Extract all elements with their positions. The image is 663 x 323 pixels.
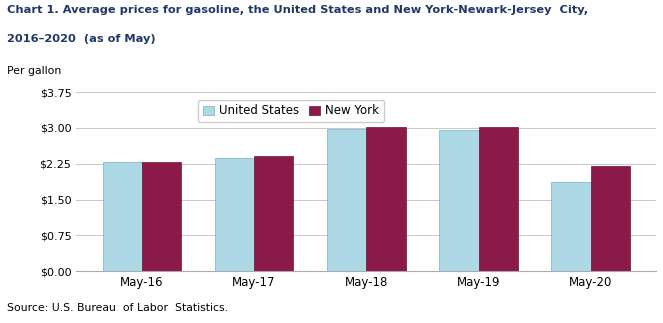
Bar: [142, 162, 181, 271]
Text: Source: U.S. Bureau  of Labor  Statistics.: Source: U.S. Bureau of Labor Statistics.: [7, 303, 227, 313]
Legend: United States, New York: United States, New York: [198, 100, 384, 122]
Bar: [254, 156, 293, 271]
Bar: [479, 128, 518, 271]
Bar: [591, 166, 630, 271]
Bar: [103, 162, 142, 271]
Text: Chart 1. Average prices for gasoline, the United States and New York-Newark-Jers: Chart 1. Average prices for gasoline, th…: [7, 5, 588, 15]
Bar: [440, 130, 479, 271]
Bar: [366, 127, 406, 271]
Bar: [215, 158, 254, 271]
Bar: [327, 129, 367, 271]
Bar: [552, 182, 591, 271]
Text: Per gallon: Per gallon: [7, 66, 61, 76]
Text: 2016–2020  (as of May): 2016–2020 (as of May): [7, 34, 155, 44]
